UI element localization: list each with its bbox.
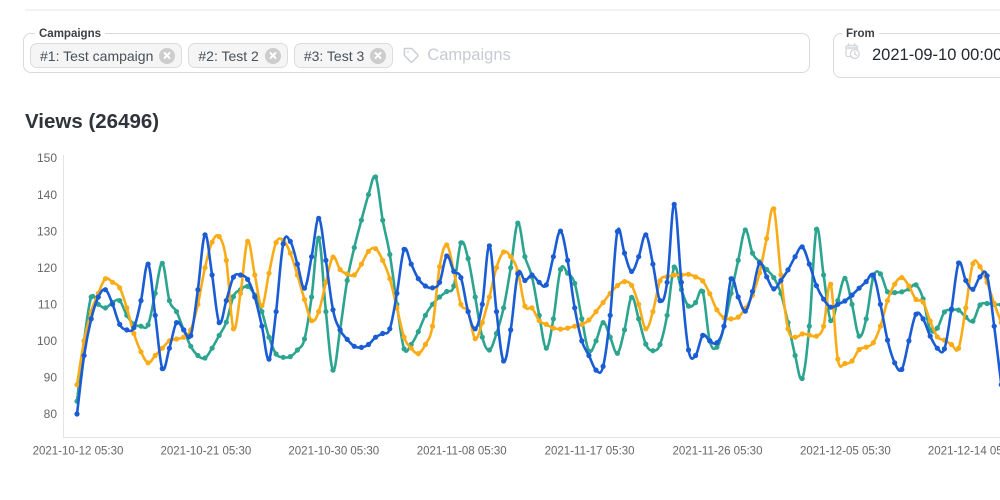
svg-text:2021-11-08 05:30: 2021-11-08 05:30 <box>417 446 507 458</box>
svg-text:150: 150 <box>37 151 57 165</box>
svg-text:2021-11-17 05:30: 2021-11-17 05:30 <box>545 446 635 458</box>
svg-text:100: 100 <box>37 334 57 348</box>
svg-text:2021-10-12 05:30: 2021-10-12 05:30 <box>33 446 124 458</box>
svg-text:120: 120 <box>37 261 57 275</box>
svg-text:2021-11-26 05:30: 2021-11-26 05:30 <box>673 446 763 458</box>
svg-text:2021-10-30 05:30: 2021-10-30 05:30 <box>288 446 379 458</box>
svg-text:110: 110 <box>38 298 57 312</box>
svg-text:2021-10-21 05:30: 2021-10-21 05:30 <box>160 446 251 458</box>
svg-text:2021-12-05 05:30: 2021-12-05 05:30 <box>800 446 891 458</box>
svg-text:80: 80 <box>44 407 58 421</box>
svg-text:140: 140 <box>37 188 57 202</box>
svg-text:90: 90 <box>44 371 58 385</box>
svg-text:2021-12-14 05:30: 2021-12-14 05:30 <box>928 446 1000 458</box>
svg-text:130: 130 <box>37 224 57 238</box>
